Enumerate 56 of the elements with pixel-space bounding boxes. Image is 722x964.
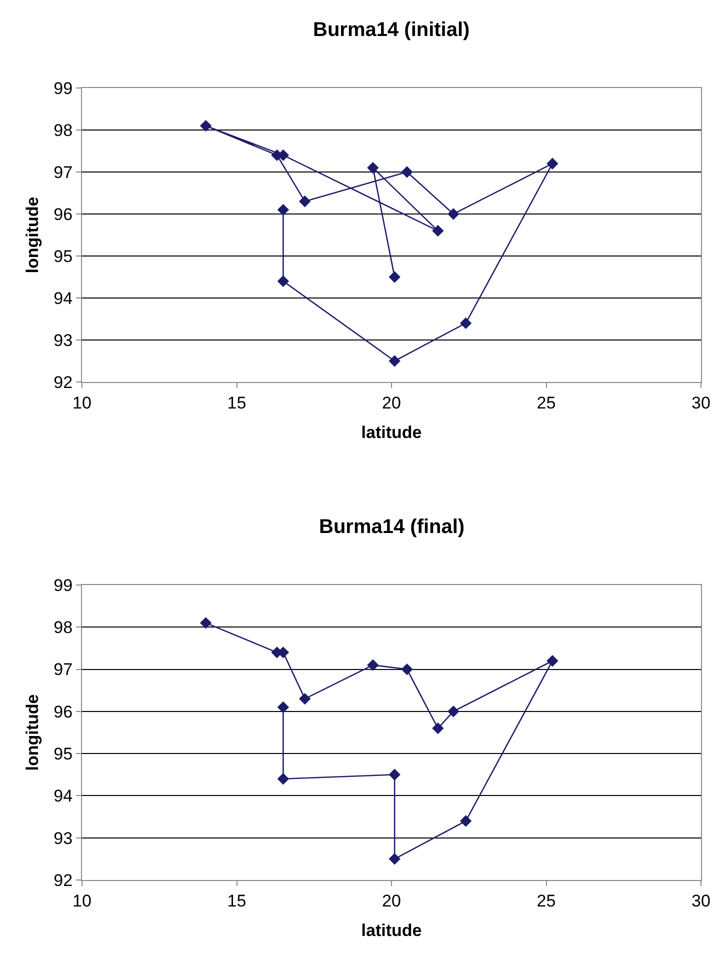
- point: [432, 224, 444, 237]
- x-tick-label: 10: [72, 393, 92, 412]
- y-tick-label: 94: [54, 288, 73, 308]
- y-axis-title: longitude: [23, 196, 42, 274]
- y-tick-label: 94: [54, 786, 73, 806]
- y-tick-label: 92: [54, 870, 73, 890]
- x-tick-label: 10: [72, 891, 92, 910]
- point: [277, 701, 290, 714]
- x-tick-label: 20: [382, 891, 401, 910]
- point: [388, 271, 400, 283]
- y-tick-label: 95: [54, 246, 73, 266]
- y-tick-label: 93: [54, 828, 73, 848]
- point: [298, 692, 311, 705]
- x-axis-title: latitude: [361, 422, 422, 442]
- point: [388, 853, 400, 865]
- chart-title: Burma14 (initial): [313, 19, 470, 41]
- point: [367, 162, 379, 174]
- point: [200, 617, 212, 629]
- y-tick-label: 95: [54, 744, 73, 764]
- chart-title: Burma14 (final): [319, 516, 465, 538]
- x-tick-label: 15: [227, 393, 246, 412]
- point: [277, 275, 290, 288]
- point: [448, 706, 460, 718]
- y-tick-label: 93: [54, 330, 73, 350]
- y-tick-label: 97: [54, 660, 73, 680]
- point: [432, 722, 444, 734]
- point: [401, 166, 413, 178]
- point: [401, 663, 413, 676]
- x-tick-label: 25: [536, 891, 556, 910]
- y-tick-label: 99: [54, 576, 73, 595]
- y-tick-label: 96: [54, 702, 73, 722]
- y-tick-label: 97: [54, 162, 73, 182]
- x-tick-label: 15: [227, 891, 246, 910]
- point: [546, 655, 558, 667]
- x-tick-label: 20: [382, 393, 401, 412]
- point: [277, 204, 290, 216]
- y-tick-label: 96: [54, 204, 73, 224]
- point: [277, 773, 290, 785]
- y-tick-label: 99: [54, 78, 73, 98]
- point: [200, 120, 212, 132]
- point: [546, 158, 558, 170]
- y-tick-label: 92: [54, 372, 73, 392]
- y-tick-label: 98: [54, 120, 73, 140]
- x-axis-title: latitude: [361, 920, 422, 940]
- y-tick-label: 98: [54, 618, 73, 638]
- point: [448, 208, 460, 220]
- point: [298, 196, 311, 208]
- point: [367, 659, 379, 671]
- point: [388, 768, 400, 780]
- y-axis-title: longitude: [23, 694, 42, 771]
- point: [388, 355, 400, 367]
- x-tick-label: 25: [536, 393, 556, 412]
- point: [460, 317, 472, 330]
- point: [460, 815, 472, 827]
- x-tick-label: 30: [692, 393, 710, 412]
- x-tick-label: 30: [692, 891, 710, 910]
